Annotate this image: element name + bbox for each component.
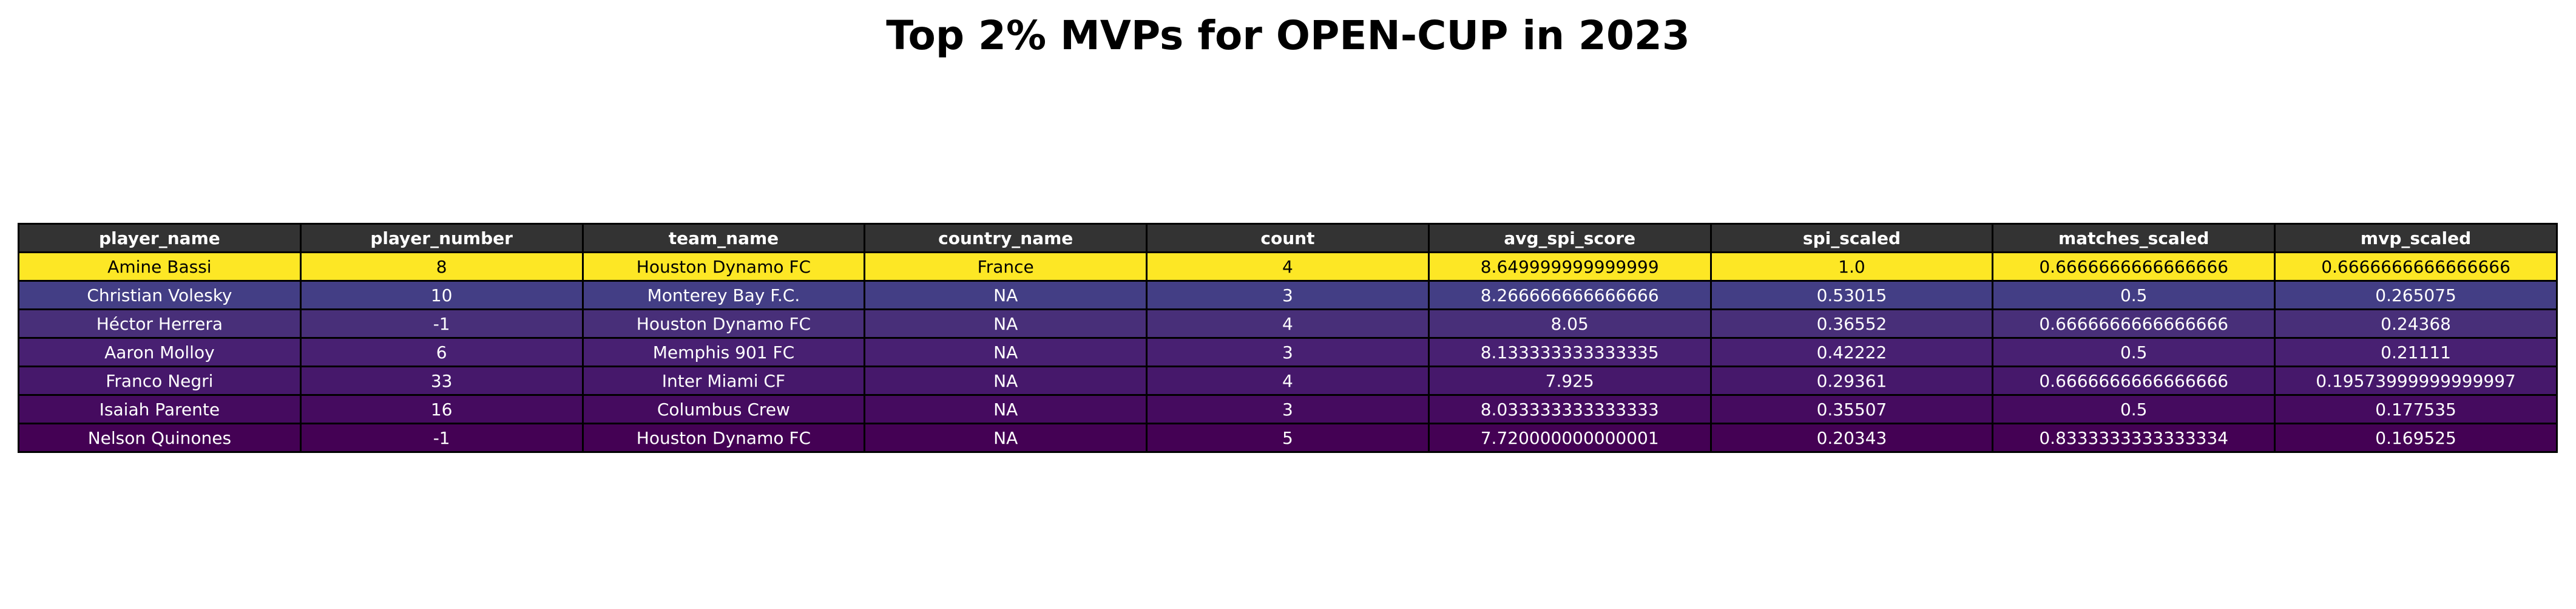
table-cell-avg-spi-score: 7.720000000000001 (1427, 423, 1712, 453)
table-body: Amine Bassi 8 Houston Dynamo FC France 4 8.64… (18, 251, 2558, 453)
table-cell-spi-scaled: 0.20343 (1709, 423, 1994, 453)
table-cell-avg-spi-score: 7.925 (1427, 366, 1712, 396)
column-header-spi-scaled: spi_scaled (1709, 223, 1994, 253)
table-cell-player-name: Héctor Herrera (18, 308, 302, 339)
table-cell-mvp-scaled: 0.19573999999999997 (2274, 366, 2558, 396)
table-cell-matches-scaled: 0.6666666666666666 (1992, 308, 2276, 339)
table-cell-avg-spi-score: 8.05 (1427, 308, 1712, 339)
table-cell-mvp-scaled: 0.21111 (2274, 337, 2558, 367)
table-cell-team-name: Columbus Crew (581, 394, 866, 424)
table-cell-count: 4 (1146, 366, 1430, 396)
table-cell-matches-scaled: 0.5 (1992, 280, 2276, 310)
column-header-matches-scaled: matches_scaled (1992, 223, 2276, 253)
table-cell-country-name: NA (864, 337, 1148, 367)
table-cell-country-name: NA (864, 308, 1148, 339)
table-cell-mvp-scaled: 0.24368 (2274, 308, 2558, 339)
table-cell-player-name: Franco Negri (18, 366, 302, 396)
table-cell-matches-scaled: 0.6666666666666666 (1992, 366, 2276, 396)
column-header-count: count (1146, 223, 1430, 253)
table-cell-count: 5 (1146, 423, 1430, 453)
table-cell-spi-scaled: 0.53015 (1709, 280, 1994, 310)
table-cell-country-name: NA (864, 423, 1148, 453)
table-cell-matches-scaled: 0.6666666666666666 (1992, 251, 2276, 282)
table-cell-player-name: Aaron Molloy (18, 337, 302, 367)
table-cell-player-number: -1 (299, 308, 584, 339)
column-header-player-name: player_name (18, 223, 302, 253)
table-row: Héctor Herrera -1 Houston Dynamo FC NA 4 8.05… (18, 308, 2558, 339)
column-header-player-number: player_number (299, 223, 584, 253)
table-cell-team-name: Houston Dynamo FC (581, 251, 866, 282)
column-header-team-name: team_name (581, 223, 866, 253)
table-cell-spi-scaled: 0.29361 (1709, 366, 1994, 396)
table-cell-player-name: Nelson Quinones (18, 423, 302, 453)
table-cell-player-name: Christian Volesky (18, 280, 302, 310)
mvp-table: player_name player_number team_name coun… (18, 223, 2558, 453)
table-row: Aaron Molloy 6 Memphis 901 FC NA 3 8.13333333… (18, 337, 2558, 367)
table-cell-count: 4 (1146, 251, 1430, 282)
table-cell-team-name: Monterey Bay F.C. (581, 280, 866, 310)
table-cell-count: 3 (1146, 280, 1430, 310)
table-cell-avg-spi-score: 8.649999999999999 (1427, 251, 1712, 282)
table-cell-mvp-scaled: 0.169525 (2274, 423, 2558, 453)
table-cell-player-number: 33 (299, 366, 584, 396)
table-cell-avg-spi-score: 8.133333333333335 (1427, 337, 1712, 367)
table-cell-spi-scaled: 0.42222 (1709, 337, 1994, 367)
table-cell-avg-spi-score: 8.033333333333333 (1427, 394, 1712, 424)
table-row: Franco Negri 33 Inter Miami CF NA 4 7.925 0.29… (18, 366, 2558, 396)
table-cell-mvp-scaled: 0.6666666666666666 (2274, 251, 2558, 282)
table-cell-matches-scaled: 0.5 (1992, 337, 2276, 367)
table-cell-matches-scaled: 0.5 (1992, 394, 2276, 424)
table-cell-player-name: Amine Bassi (18, 251, 302, 282)
table-row: Nelson Quinones -1 Houston Dynamo FC NA 5 7.7… (18, 423, 2558, 453)
column-header-avg-spi-score: avg_spi_score (1427, 223, 1712, 253)
table-cell-count: 3 (1146, 394, 1430, 424)
column-header-country-name: country_name (864, 223, 1148, 253)
table-cell-team-name: Houston Dynamo FC (581, 308, 866, 339)
table-cell-spi-scaled: 0.36552 (1709, 308, 1994, 339)
table-cell-count: 3 (1146, 337, 1430, 367)
table-header-row: player_name player_number team_name coun… (18, 223, 2558, 253)
table-row: Christian Volesky 10 Monterey Bay F.C. NA 3 8… (18, 280, 2558, 310)
table-cell-player-number: 6 (299, 337, 584, 367)
table-cell-country-name: NA (864, 394, 1148, 424)
table-row: Amine Bassi 8 Houston Dynamo FC France 4 8.64… (18, 251, 2558, 282)
table-cell-player-number: 8 (299, 251, 584, 282)
table-cell-country-name: NA (864, 366, 1148, 396)
table-cell-spi-scaled: 0.35507 (1709, 394, 1994, 424)
table-cell-country-name: NA (864, 280, 1148, 310)
table-cell-player-number: -1 (299, 423, 584, 453)
table-cell-team-name: Memphis 901 FC (581, 337, 866, 367)
table-cell-country-name: France (864, 251, 1148, 282)
table-cell-spi-scaled: 1.0 (1709, 251, 1994, 282)
table-cell-player-number: 16 (299, 394, 584, 424)
table-row: Isaiah Parente 16 Columbus Crew NA 3 8.033333… (18, 394, 2558, 424)
table-cell-matches-scaled: 0.8333333333333334 (1992, 423, 2276, 453)
table-cell-count: 4 (1146, 308, 1430, 339)
table-cell-mvp-scaled: 0.265075 (2274, 280, 2558, 310)
table-cell-avg-spi-score: 8.266666666666666 (1427, 280, 1712, 310)
table-cell-player-number: 10 (299, 280, 584, 310)
table-cell-player-name: Isaiah Parente (18, 394, 302, 424)
chart-title: Top 2% MVPs for OPEN-CUP in 2023 (886, 12, 1690, 59)
table-cell-team-name: Inter Miami CF (581, 366, 866, 396)
column-header-mvp-scaled: mvp_scaled (2274, 223, 2558, 253)
table-cell-team-name: Houston Dynamo FC (581, 423, 866, 453)
table-cell-mvp-scaled: 0.177535 (2274, 394, 2558, 424)
